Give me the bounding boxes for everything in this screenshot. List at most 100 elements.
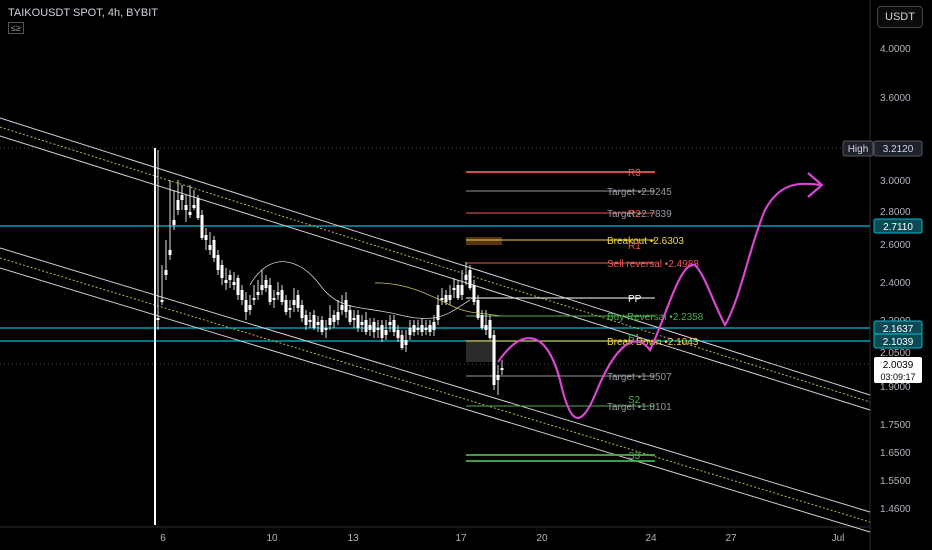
candle-body — [264, 280, 268, 288]
candle-body — [368, 325, 372, 330]
x-tick-label: 10 — [266, 533, 278, 544]
candle-body — [420, 325, 424, 332]
channel-upper-mid-line — [0, 126, 871, 403]
candle-body — [436, 305, 440, 320]
candle-body — [340, 305, 344, 310]
pivot-level-label: Breakout •2.6303 — [607, 236, 684, 247]
candle-body — [456, 285, 460, 298]
candle-body — [248, 305, 252, 310]
candle-body — [216, 255, 220, 270]
y-tick-label: 1.9000 — [880, 382, 911, 393]
candle-body — [172, 220, 176, 225]
candle-body — [372, 322, 376, 332]
candle-body — [400, 335, 404, 348]
y-tick-label: 1.7500 — [880, 420, 911, 431]
candle-body — [348, 310, 352, 322]
y-tick-label: 2.8000 — [880, 207, 911, 218]
y-tick-label: 3.0000 — [880, 176, 911, 187]
x-tick-label: 27 — [725, 533, 737, 544]
candle-body — [292, 300, 296, 305]
level-price-tag: 2.1039 — [883, 337, 914, 348]
candle-body — [380, 325, 384, 338]
currency-button[interactable]: USDT — [877, 6, 923, 28]
pivot-level-label: Buy Reversal •2.2358 — [607, 312, 704, 323]
candle-body — [476, 300, 480, 318]
candle-body — [224, 280, 228, 283]
breakdown-zone-box — [466, 340, 496, 362]
moving-average-line-2 — [374, 282, 501, 317]
candle-body — [480, 315, 484, 328]
candle-body — [308, 320, 312, 322]
candle-body — [204, 235, 208, 240]
candle-body — [200, 215, 204, 238]
pivot-level-label: PP — [628, 294, 642, 305]
candle-body — [280, 290, 284, 302]
current-price-tag: 2.0039 — [883, 360, 914, 371]
channel-lower-inner-line — [0, 267, 871, 533]
candle-body — [176, 200, 180, 210]
y-tick-label: 1.4600 — [880, 504, 911, 515]
candle-body — [220, 265, 224, 278]
symbol-badge: ≤≥ — [8, 22, 24, 34]
breakout-zone-box — [466, 237, 502, 245]
candle-body — [256, 292, 260, 295]
candle-body — [332, 315, 336, 322]
candle-body — [184, 205, 188, 210]
level-price-tag-bg — [873, 333, 923, 349]
channel-lower-mid-line — [0, 257, 871, 523]
pivot-level-label: Target •2.9245 — [607, 187, 672, 198]
candle-body — [188, 212, 192, 215]
candle-body — [288, 308, 292, 310]
candle-body — [472, 285, 476, 302]
candle-body — [444, 295, 448, 302]
candle-body — [244, 300, 248, 312]
y-tick-label: 1.5500 — [880, 476, 911, 487]
candle-body — [320, 320, 324, 332]
candle-body — [284, 300, 288, 312]
candle-body — [384, 330, 388, 335]
candle-body — [492, 335, 496, 385]
pivot-level-label: S2 — [628, 395, 641, 406]
candle-body — [412, 325, 416, 332]
pivot-level-label: S1 — [628, 333, 641, 344]
candle-body — [396, 330, 400, 338]
candle-body — [272, 298, 276, 300]
pivot-level-label: R1 — [628, 241, 641, 252]
candle-body — [212, 240, 216, 258]
candle-body — [424, 328, 428, 330]
pivot-level-label: Target •1.9507 — [607, 372, 672, 383]
channel-upper-line — [0, 117, 871, 396]
candle-body — [192, 205, 196, 208]
candle-body — [432, 322, 436, 330]
x-tick-label: 20 — [536, 533, 548, 544]
pivot-level-label: Sell reversal •2.4988 — [607, 259, 699, 270]
bar-countdown: 03:09:17 — [880, 372, 915, 382]
moving-average-line — [249, 261, 471, 319]
candle-body — [160, 300, 164, 302]
candle-body — [240, 290, 244, 300]
candle-body — [300, 305, 304, 318]
candle-body — [168, 250, 172, 255]
channel-upper-inner-line — [0, 135, 871, 411]
candle-body — [180, 195, 184, 200]
candle-body — [316, 322, 320, 325]
candle-body — [304, 315, 308, 325]
projected-path — [497, 182, 821, 419]
high-price-tag-bg — [873, 140, 923, 157]
x-tick-label: 17 — [455, 533, 467, 544]
y-tick-label: 2.0500 — [880, 348, 911, 359]
candle-body — [268, 285, 272, 302]
candle-body — [416, 328, 420, 330]
candle-body — [208, 245, 212, 250]
candle-body — [376, 328, 380, 330]
candle-body — [496, 375, 500, 380]
candle-body — [324, 328, 328, 330]
pivot-level-label: R2 — [628, 209, 641, 220]
high-tag-bg — [842, 140, 874, 157]
candle-body — [392, 320, 396, 332]
candle-body — [328, 318, 332, 325]
y-tick-label: 2.4000 — [880, 278, 911, 289]
candle-body — [360, 322, 364, 325]
level-price-tag: 2.1637 — [883, 324, 914, 335]
